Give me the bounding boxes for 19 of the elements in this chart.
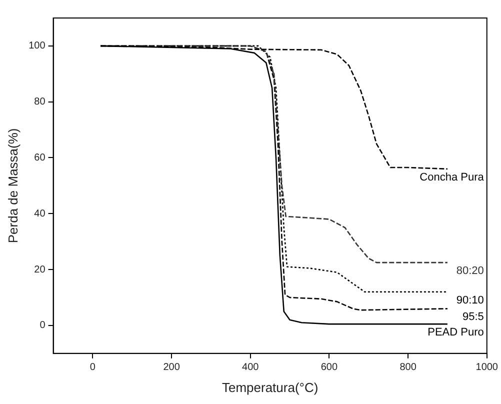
series-label: 90:10 [456, 294, 484, 306]
y-axis-title: Perda de Massa(%) [5, 128, 20, 244]
x-tick-label: 600 [320, 362, 338, 374]
y-tick-label: 40 [34, 208, 46, 220]
y-tick-label: 20 [34, 264, 46, 276]
y-tick-label: 100 [28, 40, 46, 52]
y-tick-label: 0 [40, 320, 46, 332]
series-label: 95:5 [462, 311, 484, 324]
series-label: PEAD Puro [428, 326, 484, 339]
x-tick-label: 1000 [476, 362, 498, 374]
x-tick-label: 400 [242, 362, 260, 374]
series-label: Concha Pura [420, 171, 485, 184]
x-tick-label: 200 [163, 362, 180, 374]
x-tick-label: 0 [90, 362, 96, 374]
x-axis-title: Temperatura(°C) [222, 380, 318, 395]
x-tick-label: 800 [400, 362, 417, 374]
series-label: 80:20 [456, 265, 484, 278]
y-tick-label: 80 [34, 96, 46, 108]
y-tick-label: 60 [34, 152, 46, 164]
